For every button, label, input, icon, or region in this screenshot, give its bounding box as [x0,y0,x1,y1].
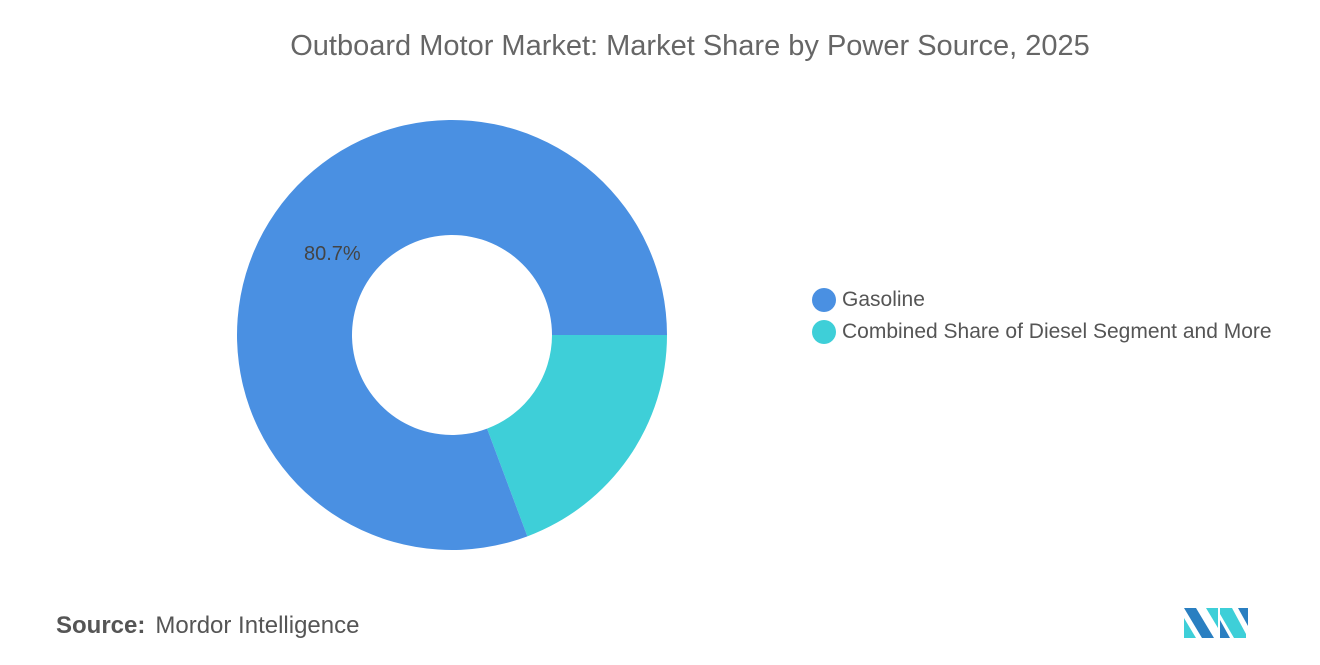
chart-title: Outboard Motor Market: Market Share by P… [290,30,1090,62]
slice-gasoline [237,119,667,550]
source-text: Mordor Intelligence [155,612,360,639]
slice-combined-share-of-diesel-segment-and-more [487,335,667,537]
legend-label: Gasoline [842,288,925,311]
source-label: Source: [56,612,146,639]
mordor-logo-icon [1184,608,1248,638]
legend: Gasoline Combined Share of Diesel Segmen… [812,284,1272,348]
source-note: Source: Mordor Intelligence [56,612,359,640]
legend-label: Combined Share of Diesel Segment and Mor… [842,320,1272,343]
legend-item-gasoline: Gasoline [812,284,1272,316]
legend-swatch-gasoline [812,288,836,312]
legend-swatch-diesel-and-more [812,320,836,344]
data-label: 80.7% [304,243,361,265]
legend-item-diesel-and-more: Combined Share of Diesel Segment and Mor… [812,316,1272,348]
